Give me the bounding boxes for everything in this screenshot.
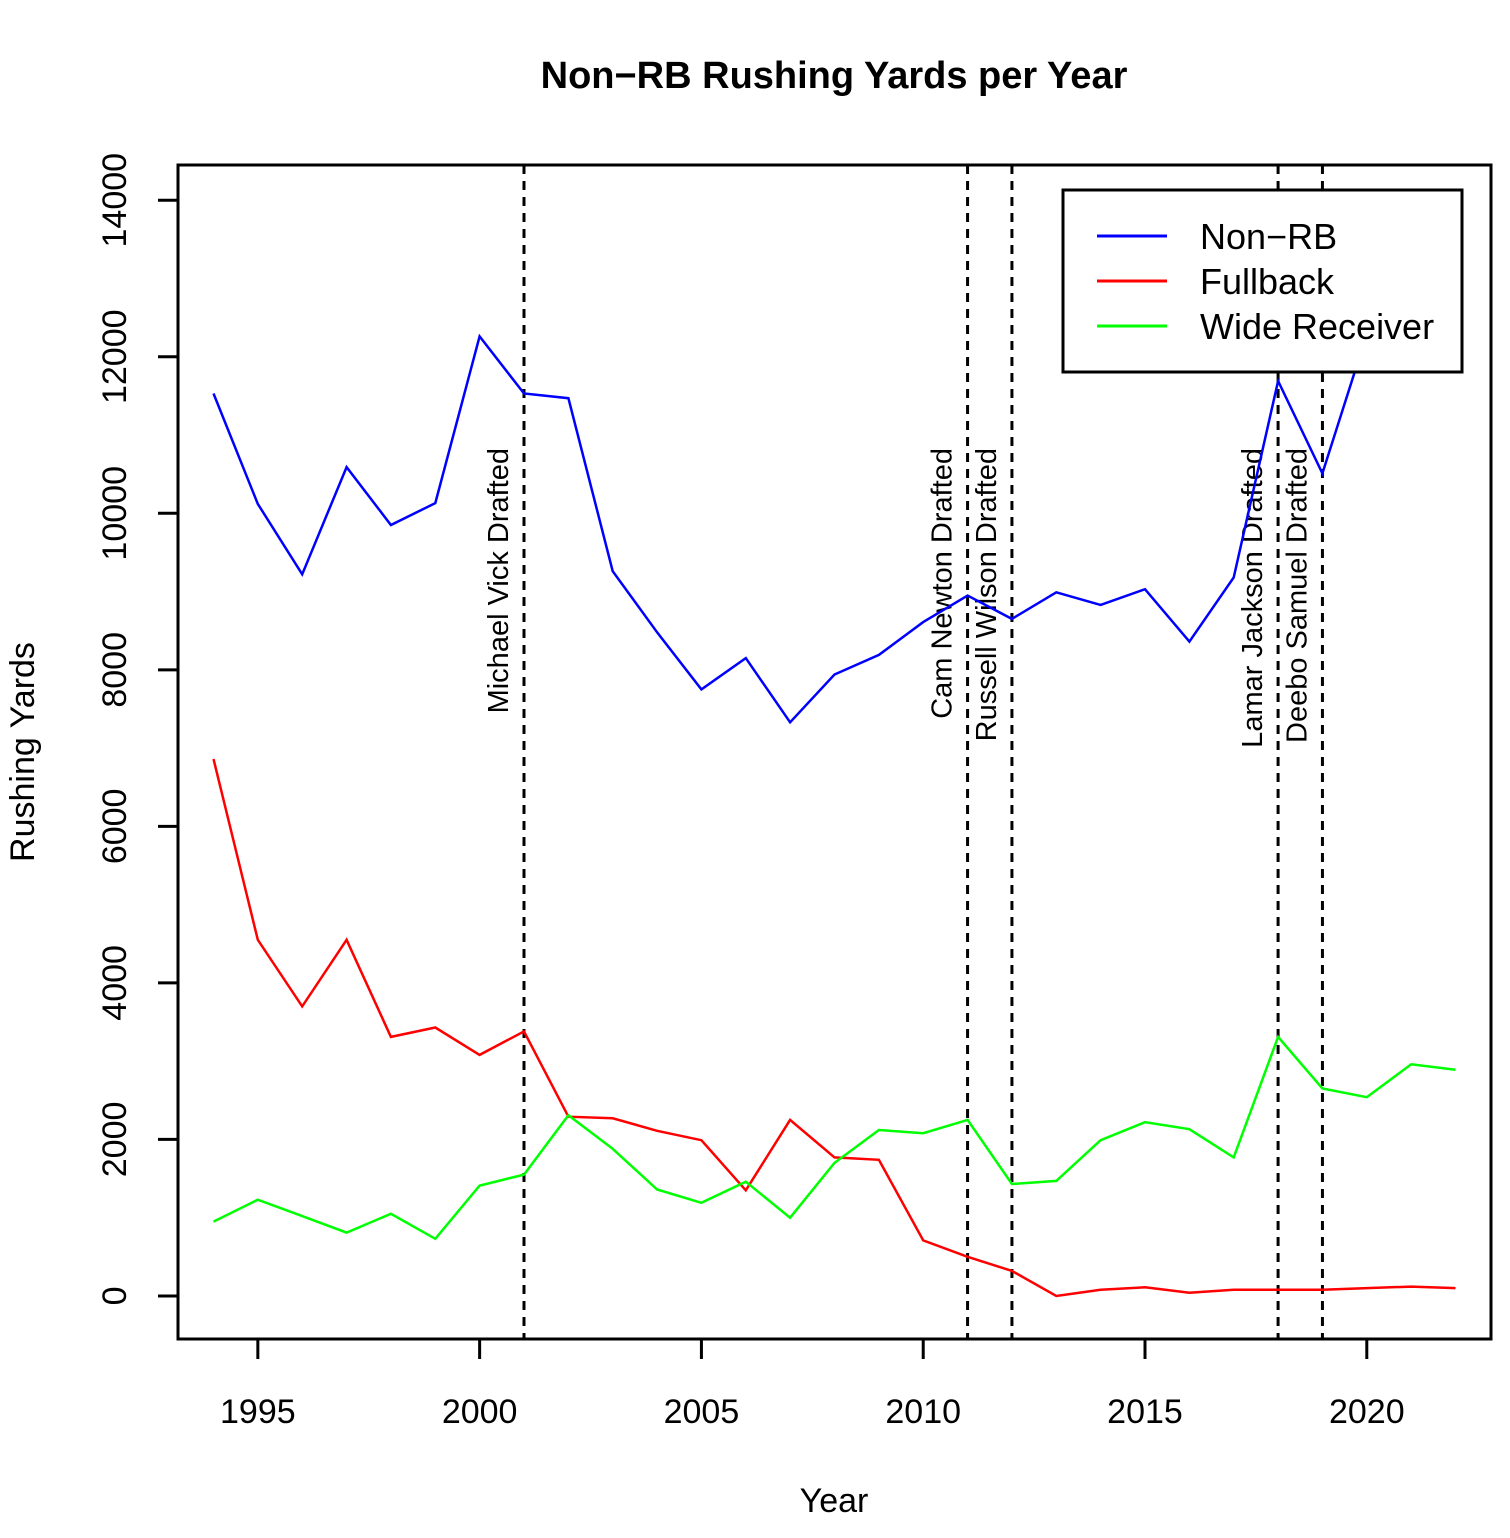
y-axis-label: Rushing Yards [4, 642, 42, 862]
y-tick-label: 14000 [96, 153, 134, 248]
x-tick-label: 2005 [664, 1393, 740, 1431]
chart-title: Non−RB Rushing Yards per Year [541, 55, 1128, 97]
draft-marker-label: Michael Vick Drafted [483, 448, 515, 713]
legend-entry: Fullback [1200, 261, 1335, 302]
x-axis-label: Year [800, 1482, 869, 1520]
draft-marker-label: Cam Newton Drafted [927, 448, 959, 719]
x-tick-label: 2010 [885, 1393, 961, 1431]
legend-entry: Wide Receiver [1200, 306, 1434, 347]
x-tick-label: 1995 [220, 1393, 296, 1431]
series-layer [212, 208, 1457, 1298]
x-tick-label: 2015 [1107, 1393, 1183, 1431]
draft-marker-label: Deebo Samuel Drafted [1281, 448, 1313, 743]
y-tick-label: 8000 [96, 632, 134, 708]
draft-marker-label: Lamar Jackson Drafted [1237, 448, 1269, 748]
series-line-fullback [212, 758, 1456, 1298]
y-tick-label: 12000 [96, 309, 134, 404]
draft-marker-label: Russell Wilson Drafted [971, 448, 1003, 741]
plot-frame [176, 163, 1493, 1341]
y-tick-label: 10000 [96, 466, 134, 561]
y-tick-label: 6000 [96, 789, 134, 865]
x-tick-label: 2020 [1329, 1393, 1405, 1431]
y-tick-label: 2000 [96, 1102, 134, 1178]
legend-entry: Non−RB [1200, 216, 1337, 257]
y-tick-label: 4000 [96, 945, 134, 1021]
series-line-non-rb [212, 208, 1457, 725]
series-line-wide-receiver [212, 1034, 1456, 1241]
x-tick-label: 2000 [442, 1393, 518, 1431]
y-tick-label: 0 [96, 1286, 134, 1305]
